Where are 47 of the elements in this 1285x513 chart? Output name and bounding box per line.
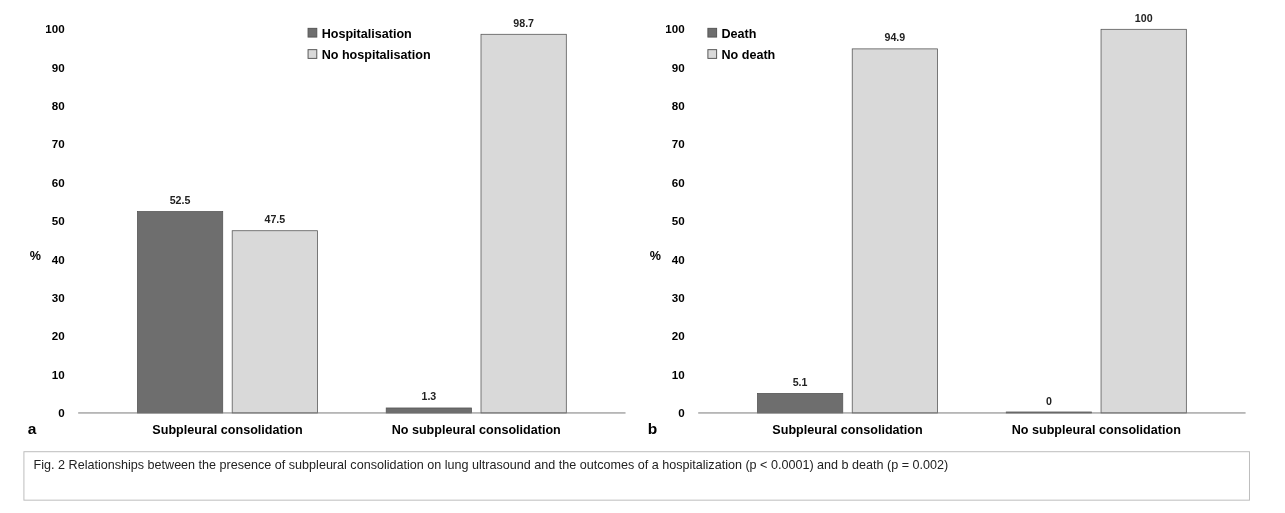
bar [231, 230, 318, 414]
y-tick-label: 70 [51, 137, 65, 151]
y-tick-label: 70 [671, 137, 685, 151]
legend-label: No death [721, 47, 776, 62]
y-tick-label: 10 [51, 367, 65, 381]
legend-label: Death [721, 26, 757, 41]
y-tick-label: 20 [51, 329, 65, 343]
legend-label: No hospitalisation [321, 47, 431, 62]
y-axis-title: % [649, 248, 661, 263]
y-tick-label: 60 [671, 175, 685, 189]
y-tick-label: 30 [51, 290, 65, 304]
text: a [27, 420, 37, 438]
bar [1100, 28, 1187, 414]
y-tick-label: 90 [51, 60, 65, 74]
text: b [647, 420, 658, 438]
data-label: 52.5 [169, 193, 191, 206]
y-tick-label: 90 [671, 60, 685, 74]
y-axis-title: % [29, 248, 41, 263]
data-label: 98.7 [513, 16, 535, 29]
caption: Fig. 2 Relationships between the presence of subpleural consolidation on lung ultrasound and the outcomes of a hospitalization (p < 0.0001) and b death (p = 0.002) [33, 458, 949, 473]
x-tick-label: Subpleural consolidation [152, 423, 303, 438]
y-tick-label: 50 [51, 214, 65, 228]
y-tick-label: 40 [671, 252, 685, 266]
y-tick-label: 50 [671, 214, 685, 228]
y-tick-label: 30 [671, 290, 685, 304]
y-tick-label: 10 [671, 367, 685, 381]
y-tick-label: 0 [58, 406, 65, 420]
data-label: 1.3 [421, 390, 437, 403]
data-label: 0 [1045, 395, 1052, 408]
y-tick-label: 80 [51, 99, 65, 113]
x-tick-label: No subpleural consolidation [1011, 423, 1181, 438]
bar [851, 48, 938, 414]
data-label: 100 [1134, 11, 1153, 24]
legend-label: Hospitalisation [321, 26, 412, 41]
data-label: 5.1 [792, 375, 808, 388]
data-label: 47.5 [264, 212, 286, 225]
y-tick-label: 0 [678, 406, 685, 420]
x-tick-label: No subpleural consolidation [391, 423, 561, 438]
y-tick-label: 100 [665, 22, 685, 36]
bar [480, 33, 567, 414]
y-tick-label: 80 [671, 99, 685, 113]
x-tick-label: Subpleural consolidation [772, 423, 923, 438]
y-tick-label: 20 [671, 329, 685, 343]
y-tick-label: 100 [45, 22, 65, 36]
data-label: 94.9 [884, 31, 906, 44]
y-tick-label: 40 [51, 252, 65, 266]
y-tick-label: 60 [51, 175, 65, 189]
